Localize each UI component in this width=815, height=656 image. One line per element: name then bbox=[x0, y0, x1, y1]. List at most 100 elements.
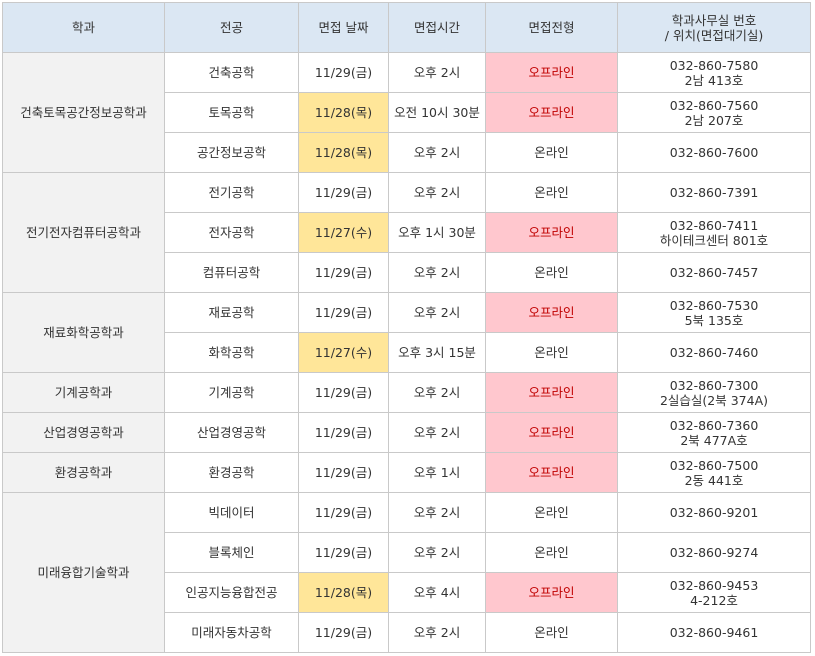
table-row: 산업경영공학과 산업경영공학 11/29(금) 오후 2시 오프라인 032-860-73… bbox=[2, 412, 811, 453]
office-location: 2남 207호 bbox=[684, 112, 744, 128]
office-phone: 032-860-7580 bbox=[669, 57, 759, 73]
office-cell: 032-860-7457 bbox=[617, 252, 811, 293]
table-row: 블록체인 11/29(금) 오후 2시 온라인 032-860-9274 bbox=[3, 532, 811, 573]
table-row: 토목공학 11/28(목) 오전 10시 30분 오프라인 032-860-7560 2남… bbox=[3, 92, 811, 133]
time-cell: 오후 2시 bbox=[388, 532, 486, 573]
header-major: 전공 bbox=[164, 2, 299, 53]
table-row: 환경공학과 환경공학 11/29(금) 오후 1시 오프라인 032-860-7500 2동… bbox=[2, 452, 811, 493]
date-cell: 11/29(금) bbox=[298, 52, 389, 93]
office-cell: 032-860-9274 bbox=[617, 532, 811, 573]
date-cell: 11/29(금) bbox=[298, 532, 389, 573]
type-cell: 오프라인 bbox=[485, 92, 618, 133]
time-cell: 오후 2시 bbox=[388, 612, 486, 653]
type-cell: 온라인 bbox=[485, 332, 618, 373]
office-location: 2북 477A호 bbox=[680, 432, 748, 448]
table-row: 전기전자컴퓨터공학과 전기공학 11/29(금) 오후 2시 온라인 032-860-73… bbox=[2, 172, 811, 293]
office-cell: 032-860-9201 bbox=[617, 492, 811, 533]
table-row: 컴퓨터공학 11/29(금) 오후 2시 온라인 032-860-7457 bbox=[3, 252, 811, 293]
type-cell: 온라인 bbox=[485, 492, 618, 533]
office-phone: 032-860-7457 bbox=[669, 265, 759, 280]
type-cell: 오프라인 bbox=[485, 292, 618, 333]
date-cell: 11/29(금) bbox=[298, 372, 389, 413]
date-cell: 11/29(금) bbox=[298, 292, 389, 333]
office-location: 5북 135호 bbox=[684, 312, 744, 328]
table-row: 전자공학 11/27(수) 오후 1시 30분 오프라인 032-860-7411 하이테… bbox=[3, 212, 811, 253]
table-row: 미래자동차공학 11/29(금) 오후 2시 온라인 032-860-9461 bbox=[3, 612, 811, 653]
time-cell: 오후 2시 bbox=[388, 252, 486, 293]
header-office: 학과사무실 번호 / 위치(면접대기실) bbox=[617, 2, 811, 53]
date-cell: 11/29(금) bbox=[298, 612, 389, 653]
department-cell: 재료화학공학과 bbox=[2, 292, 165, 373]
time-cell: 오후 2시 bbox=[388, 492, 486, 533]
time-cell: 오후 3시 15분 bbox=[388, 332, 486, 373]
table-row: 건축토목공간정보공학과 건축공학 11/29(금) 오후 2시 오프라인 032-860-… bbox=[2, 52, 811, 173]
office-cell: 032-860-9453 4-212호 bbox=[617, 572, 811, 613]
date-cell: 11/29(금) bbox=[298, 252, 389, 293]
table-row: 공간정보공학 11/28(목) 오후 2시 온라인 032-860-7600 bbox=[3, 132, 811, 173]
table-row: 기계공학과 기계공학 11/29(금) 오후 2시 오프라인 032-860-7300 2실… bbox=[2, 372, 811, 413]
office-location: 2동 441호 bbox=[684, 472, 744, 488]
office-phone: 032-860-9201 bbox=[669, 505, 759, 520]
time-cell: 오후 2시 bbox=[388, 132, 486, 173]
table-row: 재료화학공학과 재료공학 11/29(금) 오후 2시 오프라인 032-860-7530… bbox=[2, 292, 811, 373]
department-cell: 환경공학과 bbox=[2, 452, 165, 493]
major-cell: 산업경영공학 bbox=[164, 412, 299, 453]
type-cell: 온라인 bbox=[485, 612, 618, 653]
type-cell: 오프라인 bbox=[485, 372, 618, 413]
department-cell: 미래융합기술학과 bbox=[2, 492, 165, 653]
time-cell: 오후 4시 bbox=[388, 572, 486, 613]
date-cell: 11/29(금) bbox=[298, 412, 389, 453]
header-office-line1: 학과사무실 번호 bbox=[671, 12, 757, 28]
date-cell: 11/28(목) bbox=[298, 572, 389, 613]
department-cell: 건축토목공간정보공학과 bbox=[2, 52, 165, 173]
major-cell: 기계공학 bbox=[164, 372, 299, 413]
office-phone: 032-860-9274 bbox=[669, 545, 759, 560]
department-cell: 전기전자컴퓨터공학과 bbox=[2, 172, 165, 293]
office-phone: 032-860-7411 bbox=[669, 217, 759, 233]
office-cell: 032-860-7411 하이테크센터 801호 bbox=[617, 212, 811, 253]
time-cell: 오후 2시 bbox=[388, 412, 486, 453]
office-phone: 032-860-7360 bbox=[669, 417, 759, 433]
office-cell: 032-860-7391 bbox=[617, 172, 811, 213]
date-cell: 11/28(목) bbox=[298, 92, 389, 133]
date-cell: 11/29(금) bbox=[298, 492, 389, 533]
office-cell: 032-860-7300 2실습실(2북 374A) bbox=[617, 372, 811, 413]
time-cell: 오후 2시 bbox=[388, 172, 486, 213]
major-cell: 공간정보공학 bbox=[164, 132, 299, 173]
office-phone: 032-860-9461 bbox=[669, 625, 759, 640]
office-phone: 032-860-7560 bbox=[669, 97, 759, 113]
office-phone: 032-860-9453 bbox=[669, 577, 759, 593]
header-row: 학과 전공 면접 날짜 면접시간 면접전형 학과사무실 번호 / 위치(면접대기… bbox=[2, 2, 811, 53]
office-cell: 032-860-7600 bbox=[617, 132, 811, 173]
office-cell: 032-860-7360 2북 477A호 bbox=[617, 412, 811, 453]
table-row: 인공지능융합전공 11/28(목) 오후 4시 오프라인 032-860-9453 4-2… bbox=[3, 572, 811, 613]
major-cell: 토목공학 bbox=[164, 92, 299, 133]
type-cell: 온라인 bbox=[485, 132, 618, 173]
time-cell: 오전 10시 30분 bbox=[388, 92, 486, 133]
office-location: 4-212호 bbox=[690, 592, 738, 608]
major-cell: 재료공학 bbox=[164, 292, 299, 333]
major-cell: 컴퓨터공학 bbox=[164, 252, 299, 293]
type-cell: 오프라인 bbox=[485, 412, 618, 453]
office-cell: 032-860-7580 2남 413호 bbox=[617, 52, 811, 93]
office-location: 2실습실(2북 374A) bbox=[659, 392, 769, 408]
office-phone: 032-860-7391 bbox=[669, 185, 759, 200]
type-cell: 오프라인 bbox=[485, 572, 618, 613]
office-cell: 032-860-7560 2남 207호 bbox=[617, 92, 811, 133]
major-cell: 전자공학 bbox=[164, 212, 299, 253]
date-cell: 11/29(금) bbox=[298, 172, 389, 213]
table-row: 화학공학 11/27(수) 오후 3시 15분 온라인 032-860-7460 bbox=[3, 332, 811, 373]
office-location: 2남 413호 bbox=[684, 72, 744, 88]
date-cell: 11/27(수) bbox=[298, 332, 389, 373]
office-phone: 032-860-7460 bbox=[669, 345, 759, 360]
office-phone: 032-860-7300 bbox=[669, 377, 759, 393]
major-cell: 건축공학 bbox=[164, 52, 299, 93]
office-cell: 032-860-7460 bbox=[617, 332, 811, 373]
type-cell: 온라인 bbox=[485, 172, 618, 213]
time-cell: 오후 1시 bbox=[388, 452, 486, 493]
major-cell: 블록체인 bbox=[164, 532, 299, 573]
major-cell: 미래자동차공학 bbox=[164, 612, 299, 653]
table-row: 미래융합기술학과 빅데이터 11/29(금) 오후 2시 온라인 032-860-9201 bbox=[2, 492, 811, 653]
office-cell: 032-860-7500 2동 441호 bbox=[617, 452, 811, 493]
